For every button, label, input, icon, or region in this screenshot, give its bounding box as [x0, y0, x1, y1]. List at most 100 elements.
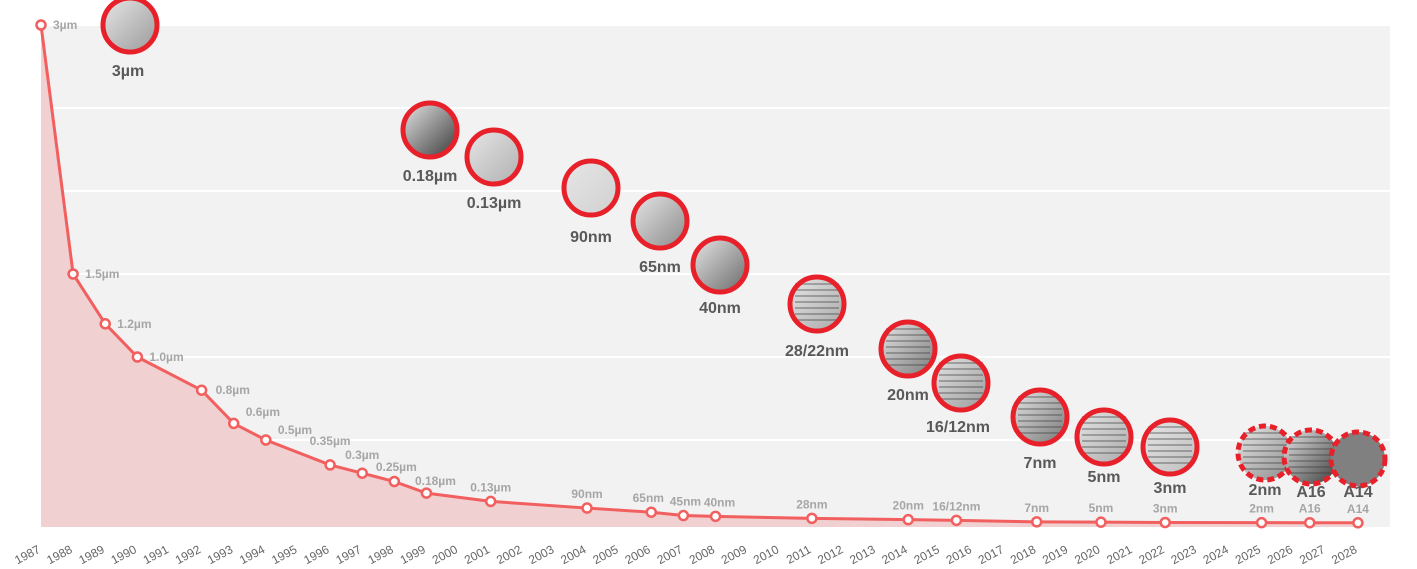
bubble-label: 0.18µm	[403, 168, 458, 185]
bubble-border	[561, 158, 621, 218]
x-tick-label: 2001	[462, 542, 492, 567]
bubble-label: 16/12nm	[926, 419, 990, 436]
x-tick-label: 2018	[1008, 542, 1038, 567]
x-tick-label: 2005	[590, 542, 620, 567]
bubble-label: 2nm	[1249, 482, 1282, 499]
data-label: 90nm	[571, 487, 602, 501]
x-tick-label: 1999	[398, 542, 428, 567]
x-tick-label: 2022	[1136, 542, 1166, 567]
data-label: 0.6µm	[246, 405, 280, 419]
bubble-image	[103, 0, 157, 52]
bubble-label: 3nm	[1154, 480, 1187, 497]
data-label: A16	[1299, 502, 1321, 516]
bubble-border	[1140, 417, 1200, 477]
area-fill	[41, 25, 1358, 527]
data-label: 1.0µm	[149, 350, 183, 364]
node-bubble: 28/22nm	[785, 274, 849, 360]
data-point	[1159, 516, 1171, 529]
x-tick-label: 2009	[719, 542, 749, 567]
data-point	[260, 434, 272, 446]
x-tick-label: 2028	[1329, 542, 1359, 567]
data-label: 0.3µm	[345, 448, 379, 462]
data-point	[227, 417, 240, 430]
bubble-image	[881, 322, 935, 376]
data-point	[1095, 516, 1107, 528]
bubble-label: 7nm	[1024, 455, 1057, 472]
data-label: 0.5µm	[278, 423, 312, 437]
bubble-border	[787, 274, 847, 334]
bubble-image	[1284, 430, 1338, 484]
data-point	[677, 509, 690, 522]
data-point	[950, 514, 963, 527]
x-tick-label: 2025	[1233, 542, 1263, 567]
data-label: 0.25µm	[376, 460, 417, 474]
x-tick-label: 1997	[333, 542, 363, 567]
bubble-image	[403, 103, 457, 157]
data-point	[99, 318, 111, 330]
bubble-label: 5nm	[1088, 469, 1121, 486]
x-tick-label: 2027	[1297, 542, 1327, 567]
data-point	[35, 19, 47, 31]
data-point	[484, 495, 497, 508]
bubble-image	[790, 277, 844, 331]
x-tick-label: 1990	[109, 542, 139, 567]
x-tick-label: 1998	[366, 542, 396, 567]
x-tick-label: 2021	[1104, 542, 1134, 567]
data-point	[1030, 516, 1043, 528]
x-tick-label: 1996	[301, 542, 331, 567]
data-point	[1303, 516, 1316, 529]
data-point	[1255, 516, 1268, 529]
node-bubble: 65nm	[630, 191, 690, 276]
x-tick-label: 2016	[944, 542, 974, 567]
data-label: 0.35µm	[310, 434, 351, 448]
bubble-image	[1077, 410, 1131, 464]
node-bubble: 16/12nm	[926, 353, 991, 436]
bubble-label: A16	[1296, 484, 1325, 501]
data-label: 0.8µm	[216, 383, 250, 397]
x-tick-label: 1994	[237, 542, 267, 567]
bubble-image	[633, 194, 687, 248]
bubble-label: 90nm	[570, 229, 612, 246]
bubble-border	[1328, 429, 1388, 489]
data-label: 5nm	[1089, 501, 1114, 515]
data-label: 28nm	[796, 497, 827, 511]
data-label: 7nm	[1024, 501, 1049, 515]
node-bubble: 40nm	[690, 235, 750, 317]
x-tick-label: 1992	[173, 542, 203, 567]
data-label: 2nm	[1249, 502, 1274, 516]
bubble-border	[630, 191, 690, 251]
node-bubble: 0.18µm	[400, 100, 460, 185]
x-tick-label: 1995	[269, 542, 299, 567]
x-tick-label: 2003	[526, 542, 556, 567]
x-tick-label: 1987	[12, 542, 42, 567]
x-tick-label: 2020	[1072, 542, 1102, 567]
data-point	[581, 502, 593, 514]
bubble-border	[400, 100, 460, 160]
x-tick-label: 2000	[430, 542, 460, 567]
x-tick-label: 2002	[494, 542, 524, 567]
x-tick-label: 2010	[751, 542, 781, 567]
data-label: 3µm	[53, 18, 77, 32]
bubble-border	[1010, 387, 1070, 447]
data-point	[356, 467, 368, 479]
x-tick-label: 1993	[205, 542, 235, 567]
data-label: 3nm	[1153, 502, 1178, 516]
bubble-label: 20nm	[887, 387, 929, 404]
data-point	[420, 487, 433, 499]
data-label: 45nm	[670, 495, 701, 509]
bubble-image	[934, 356, 988, 410]
x-tick-label: 2012	[815, 542, 845, 567]
data-label: 1.2µm	[117, 317, 151, 331]
data-point	[902, 513, 914, 526]
data-label: 0.18µm	[415, 474, 456, 488]
data-point	[645, 506, 658, 518]
data-label: 40nm	[704, 495, 735, 509]
x-tick-label: 2004	[558, 542, 588, 567]
bubble-label: 28/22nm	[785, 343, 849, 360]
bubble-border	[690, 235, 750, 295]
bubble-label: 40nm	[699, 300, 741, 317]
data-point	[67, 268, 79, 280]
data-label: 1.5µm	[85, 267, 119, 281]
bubble-image	[1143, 420, 1197, 474]
